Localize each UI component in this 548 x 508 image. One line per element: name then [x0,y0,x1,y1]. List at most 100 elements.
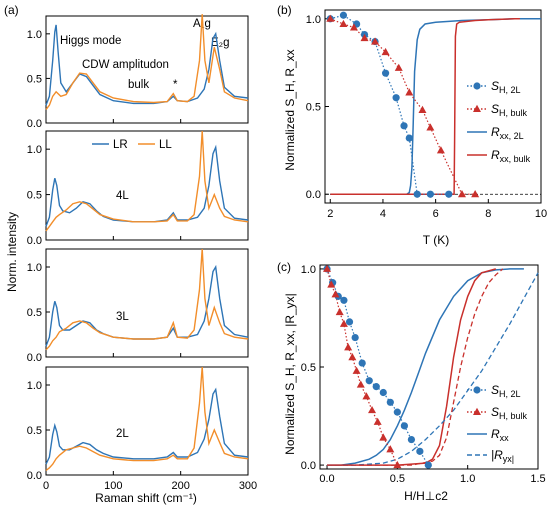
series-ryx-c-2l [327,272,539,466]
point-sh-c-2l [400,422,408,430]
panel-a-frame-bulk [45,15,249,124]
panel-b-xtick-label: 10 [535,208,547,220]
panel-b-ytick-label: 0.5 [306,102,321,114]
legend-c-label-main: |R [491,448,503,462]
panel-b-label: (b) [277,3,292,17]
panel-a-ytick-label: 0.0 [27,118,42,130]
panel-c-ytick-label: 1.0 [301,264,316,276]
legend-b-label-sub: xx, 2L [500,131,524,141]
point-sh-bulk [326,14,335,22]
panel-a-legend: LR LL [92,139,172,151]
point-sh-c-bulk [368,405,377,414]
panel-b-xtick-label: 6 [433,208,439,220]
panel-a-xtick-label: 200 [171,480,189,492]
series-lr-4L [45,144,249,227]
legend-b-label: Rxx, 2L [491,125,524,141]
panel-b-ytick-label: 1.0 [306,14,321,26]
panel-a-frame-3L [45,248,249,358]
panel-b-ylabel: Normalized S_H, R_xx [283,49,297,170]
panel-a-label: (a) [4,3,19,17]
legend-b-label-main: S [491,79,499,93]
series-sh-c-bulk-line [326,268,398,466]
panel-a-ytick-label: 0.0 [27,235,42,247]
panel-a-ytick-label: 1.0 [27,144,42,156]
series-ll-2L [45,366,249,472]
point-sh-c-2l [407,435,416,444]
point-sh-c-bulk [327,280,336,288]
panel-c-label: (c) [277,260,291,274]
point-sh-2l [381,69,390,77]
panel-b-xtick-label: 8 [485,208,491,220]
point-sh-bulk [405,88,414,96]
point-sh-2l [400,122,408,130]
series-ll-4L [45,130,249,232]
panel-c-ylabel: Normalized S_H, R_xx, |R_yx| [283,293,297,455]
point-sh-c-2l [379,388,387,397]
panel-c-xtick-label: 0.0 [319,473,334,485]
point-sh-bulk [394,63,403,71]
point-sh-bulk [418,105,427,114]
legend-b-marker [473,82,481,90]
panel-a-ytick-label: 1.0 [27,262,42,274]
panel-c-xtick-label: 0.5 [390,473,405,485]
point-sh-c-2l [345,318,354,326]
legend-b-label-main: R [491,125,500,139]
point-sh-c-bulk [335,307,344,316]
point-sh-bulk [436,146,445,154]
plot-layer: 0.00.51.00.00.51.00.00.51.00.00.51.00 100… [27,9,547,492]
point-sh-c-bulk [373,417,382,425]
panel-a-ytick-label: 0.5 [27,73,42,85]
point-sh-2l [339,11,348,19]
legend-b-label-sub: H, 2L [499,85,521,95]
point-sh-bulk [471,190,480,198]
legend-b-label-sub: H, bulk [499,108,528,118]
legend-c-label-sub: H, bulk [499,411,528,421]
panel-b-xtick-label: 4 [380,208,386,220]
legend-c-label-sub: H, 2L [499,389,521,399]
point-sh-bulk [339,19,348,28]
point-sh-c-bulk [393,460,402,469]
legend-c-label-main: S [491,405,499,419]
point-sh-c-bulk [339,319,348,327]
point-sh-c-bulk [379,433,388,441]
point-sh-c-2l [358,359,366,367]
point-sh-bulk [457,190,466,198]
series-ll-bulk [45,14,249,111]
point-sh-2l [405,134,413,142]
panel-a-xtick-label: 100 [104,480,122,492]
series-rxx-c-bulk [327,268,496,466]
panel-c-xlabel: H/H⊥c2 [404,489,448,503]
series-ryx-c-bulk [327,268,504,466]
series-rxx-2l [330,18,541,195]
point-sh-2l [445,190,453,198]
point-sh-c-bulk [323,264,332,272]
panel-a-xtick-label: 300 [239,480,257,492]
legend-c-label-sub: yx| [503,454,514,464]
panel-a-ylabel: Norm. intensity [5,212,19,292]
legend-c-label: SH, bulk [491,405,528,421]
panel-c-xtick-label: 1.0 [460,473,475,485]
panel-b-frame [324,9,542,204]
legend-b-label: SH, bulk [491,102,528,118]
series-sh-bulk-line [330,18,476,195]
legend-b-label: SH, 2L [491,79,521,95]
panel-b-ytick-label: 0.0 [306,189,321,201]
point-sh-c-2l [416,447,424,455]
legend-b-label-sub: xx, bulk [500,154,531,164]
legend-b-label: Rxx, bulk [491,148,531,164]
legend-c-marker [473,407,481,415]
panel-a-xtick-label: 0 [43,480,49,492]
sample-label-4L: 4L [116,190,129,202]
panel-a-frame-2L [45,366,249,476]
point-sh-c-2l [365,377,373,385]
point-sh-2l [392,94,400,102]
series-ll-3L [45,248,249,351]
panel-a-ytick-label: 0.5 [27,425,42,437]
panel-a-ytick-label: 0.5 [27,307,42,319]
panel-a-xlabel: Raman shift (cm⁻¹) [95,491,197,505]
series-sh-c-2l-line [326,268,429,466]
point-sh-bulk [360,33,369,42]
panel-a-ytick-label: 0.0 [27,470,42,482]
point-sh-bulk [349,23,358,31]
